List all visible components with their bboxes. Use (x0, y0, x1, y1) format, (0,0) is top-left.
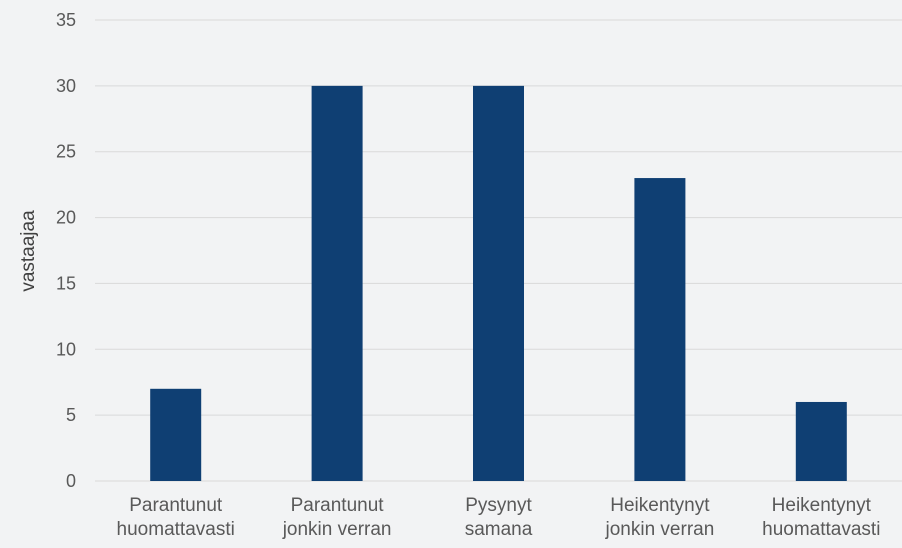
y-axis-ticks: 0 5 10 15 20 25 30 35 (56, 10, 76, 491)
y-tick-label: 10 (56, 339, 76, 359)
bar (795, 401, 847, 481)
x-category-label: Parantunut huomattavasti (117, 495, 235, 540)
bar (311, 85, 363, 481)
x-category-label: Parantunut jonkin verran (282, 495, 392, 540)
x-category-label-line: Parantunut (291, 495, 385, 516)
y-tick-label: 30 (56, 76, 76, 96)
y-axis-title: vastaajaa (18, 210, 39, 292)
y-tick-label: 5 (66, 405, 76, 425)
x-category-label-line: huomattavasti (762, 519, 880, 540)
y-tick-label: 20 (56, 208, 76, 228)
bar (473, 85, 524, 481)
bar (150, 388, 202, 481)
x-category-label-line: samana (465, 519, 533, 540)
x-category-label-line: huomattavasti (117, 519, 235, 540)
x-category-label-line: jonkin verran (605, 519, 715, 540)
bar (634, 178, 686, 482)
y-tick-label: 35 (56, 10, 76, 30)
x-category-label-line: Pysynyt (465, 495, 532, 516)
y-tick-label: 25 (56, 142, 76, 162)
x-axis-categories: Parantunut huomattavasti Parantunut jonkin … (117, 495, 881, 540)
x-category-label: Heikentynyt huomattavasti (762, 495, 880, 540)
bars (150, 85, 847, 482)
y-tick-label: 15 (56, 273, 76, 293)
x-category-label: Heikentynyt jonkin verran (605, 495, 715, 540)
x-category-label-line: jonkin verran (282, 519, 392, 540)
x-category-label: Pysynyt samana (465, 495, 533, 540)
x-category-label-line: Heikentynyt (772, 495, 872, 516)
y-tick-label: 0 (66, 471, 76, 491)
x-category-label-line: Parantunut (129, 495, 223, 516)
x-category-label-line: Heikentynyt (610, 495, 710, 516)
